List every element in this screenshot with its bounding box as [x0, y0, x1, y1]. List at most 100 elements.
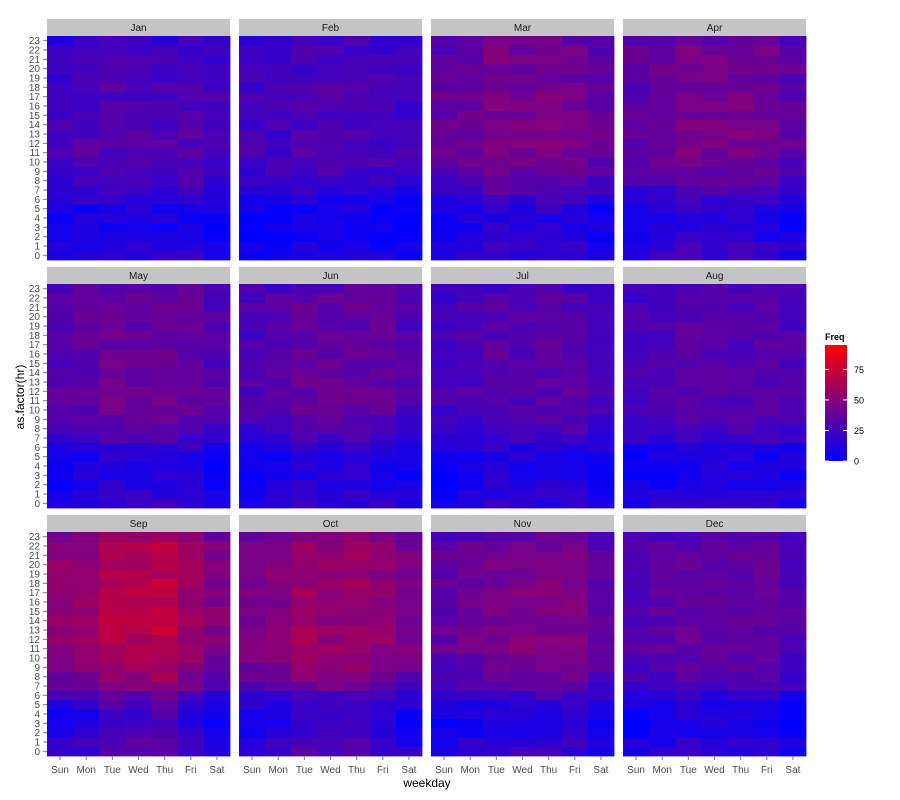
heat-cell — [649, 737, 676, 748]
heat-cell — [483, 489, 510, 500]
heat-cell — [675, 45, 702, 56]
heat-cell — [47, 148, 74, 158]
heat-cell — [753, 293, 781, 304]
heat-cell — [395, 54, 423, 65]
heat-cell — [701, 194, 728, 205]
heat-cell — [509, 550, 536, 561]
heat-cell — [291, 349, 318, 360]
heat-cell — [701, 396, 728, 406]
heat-cell — [623, 250, 650, 261]
heat-cell — [265, 166, 292, 177]
y-tick-label: 17 — [29, 340, 41, 351]
heat-cell — [753, 36, 781, 46]
heat-cell — [457, 45, 484, 56]
heat-cell — [125, 550, 152, 561]
heat-cell — [291, 194, 318, 205]
heat-cell — [779, 129, 807, 140]
heat-cell — [779, 489, 807, 500]
heat-cell — [675, 728, 702, 738]
heat-cell — [151, 166, 179, 177]
heat-cell — [151, 470, 179, 481]
heat-cell — [623, 498, 650, 509]
heat-cell — [343, 82, 371, 93]
heat-cell — [727, 284, 755, 294]
heat-cell — [291, 330, 318, 341]
heat-cell — [623, 644, 650, 654]
heat-cell — [649, 532, 676, 542]
heat-cell — [753, 284, 781, 294]
heat-cell — [125, 644, 152, 654]
heat-cell — [369, 541, 397, 552]
heat-cell — [431, 166, 458, 177]
strip-label: Sep — [130, 519, 148, 530]
heat-cell — [265, 330, 292, 341]
heat-cell — [753, 541, 781, 552]
heat-cell — [535, 250, 563, 261]
heat-cell — [203, 498, 231, 509]
heat-cell — [509, 232, 536, 242]
heat-cell — [535, 424, 563, 434]
heat-cell — [99, 442, 126, 453]
strip-label: Nov — [514, 519, 532, 530]
heat-cell — [343, 36, 371, 46]
heat-cell — [535, 92, 563, 102]
heat-cell — [73, 578, 100, 589]
strip-background — [239, 19, 422, 36]
heat-cell — [125, 616, 152, 626]
heat-cell — [701, 157, 728, 168]
heat-cell — [317, 349, 344, 360]
heat-cell — [395, 194, 423, 205]
heat-cell — [727, 54, 755, 65]
heat-cell — [369, 176, 397, 186]
heat-cell — [753, 625, 781, 636]
heat-cell — [151, 340, 179, 350]
heat-cell — [509, 634, 536, 645]
heat-cell — [535, 442, 563, 453]
heat-cell — [203, 330, 231, 341]
heat-cell — [483, 54, 510, 65]
heat-cell — [47, 349, 74, 360]
heat-cell — [483, 461, 510, 472]
heat-cell — [47, 92, 74, 102]
heat-cell — [753, 92, 781, 102]
heat-cell — [753, 82, 781, 93]
heat-cell — [99, 148, 126, 158]
heat-cell — [779, 662, 807, 673]
y-tick-label: 16 — [29, 350, 41, 361]
heat-cell — [431, 452, 458, 462]
heat-cell — [291, 541, 318, 552]
heat-cell — [343, 222, 371, 233]
heat-cell — [561, 442, 589, 453]
heat-cell — [623, 634, 650, 645]
heat-cell — [239, 550, 266, 561]
heat-cell — [395, 662, 423, 673]
heat-cell — [587, 532, 615, 542]
heat-cell — [395, 541, 423, 552]
heat-cell — [291, 480, 318, 490]
heat-cell — [99, 222, 126, 233]
heat-cell — [125, 330, 152, 341]
heat-cell — [265, 597, 292, 608]
heat-cell — [203, 746, 231, 757]
heat-cell — [125, 560, 152, 570]
heat-cell — [73, 644, 100, 654]
heat-cell — [483, 222, 510, 233]
heat-cell — [587, 73, 615, 84]
heat-cell — [343, 92, 371, 102]
heat-cell — [675, 92, 702, 102]
heat-cell — [239, 312, 266, 322]
heat-cell — [675, 653, 702, 664]
heat-cell — [73, 54, 100, 65]
heat-cell — [779, 222, 807, 233]
heat-cell — [203, 321, 231, 332]
heat-cell — [623, 690, 650, 701]
heat-cell — [99, 433, 126, 444]
heat-cell — [203, 489, 231, 500]
heat-cell — [203, 54, 231, 65]
heat-cell — [395, 45, 423, 56]
heat-cell — [701, 101, 728, 112]
heat-cell — [317, 138, 344, 149]
heat-cell — [535, 73, 563, 84]
legend-tick-label: 75 — [854, 365, 864, 375]
heat-cell — [649, 358, 676, 369]
